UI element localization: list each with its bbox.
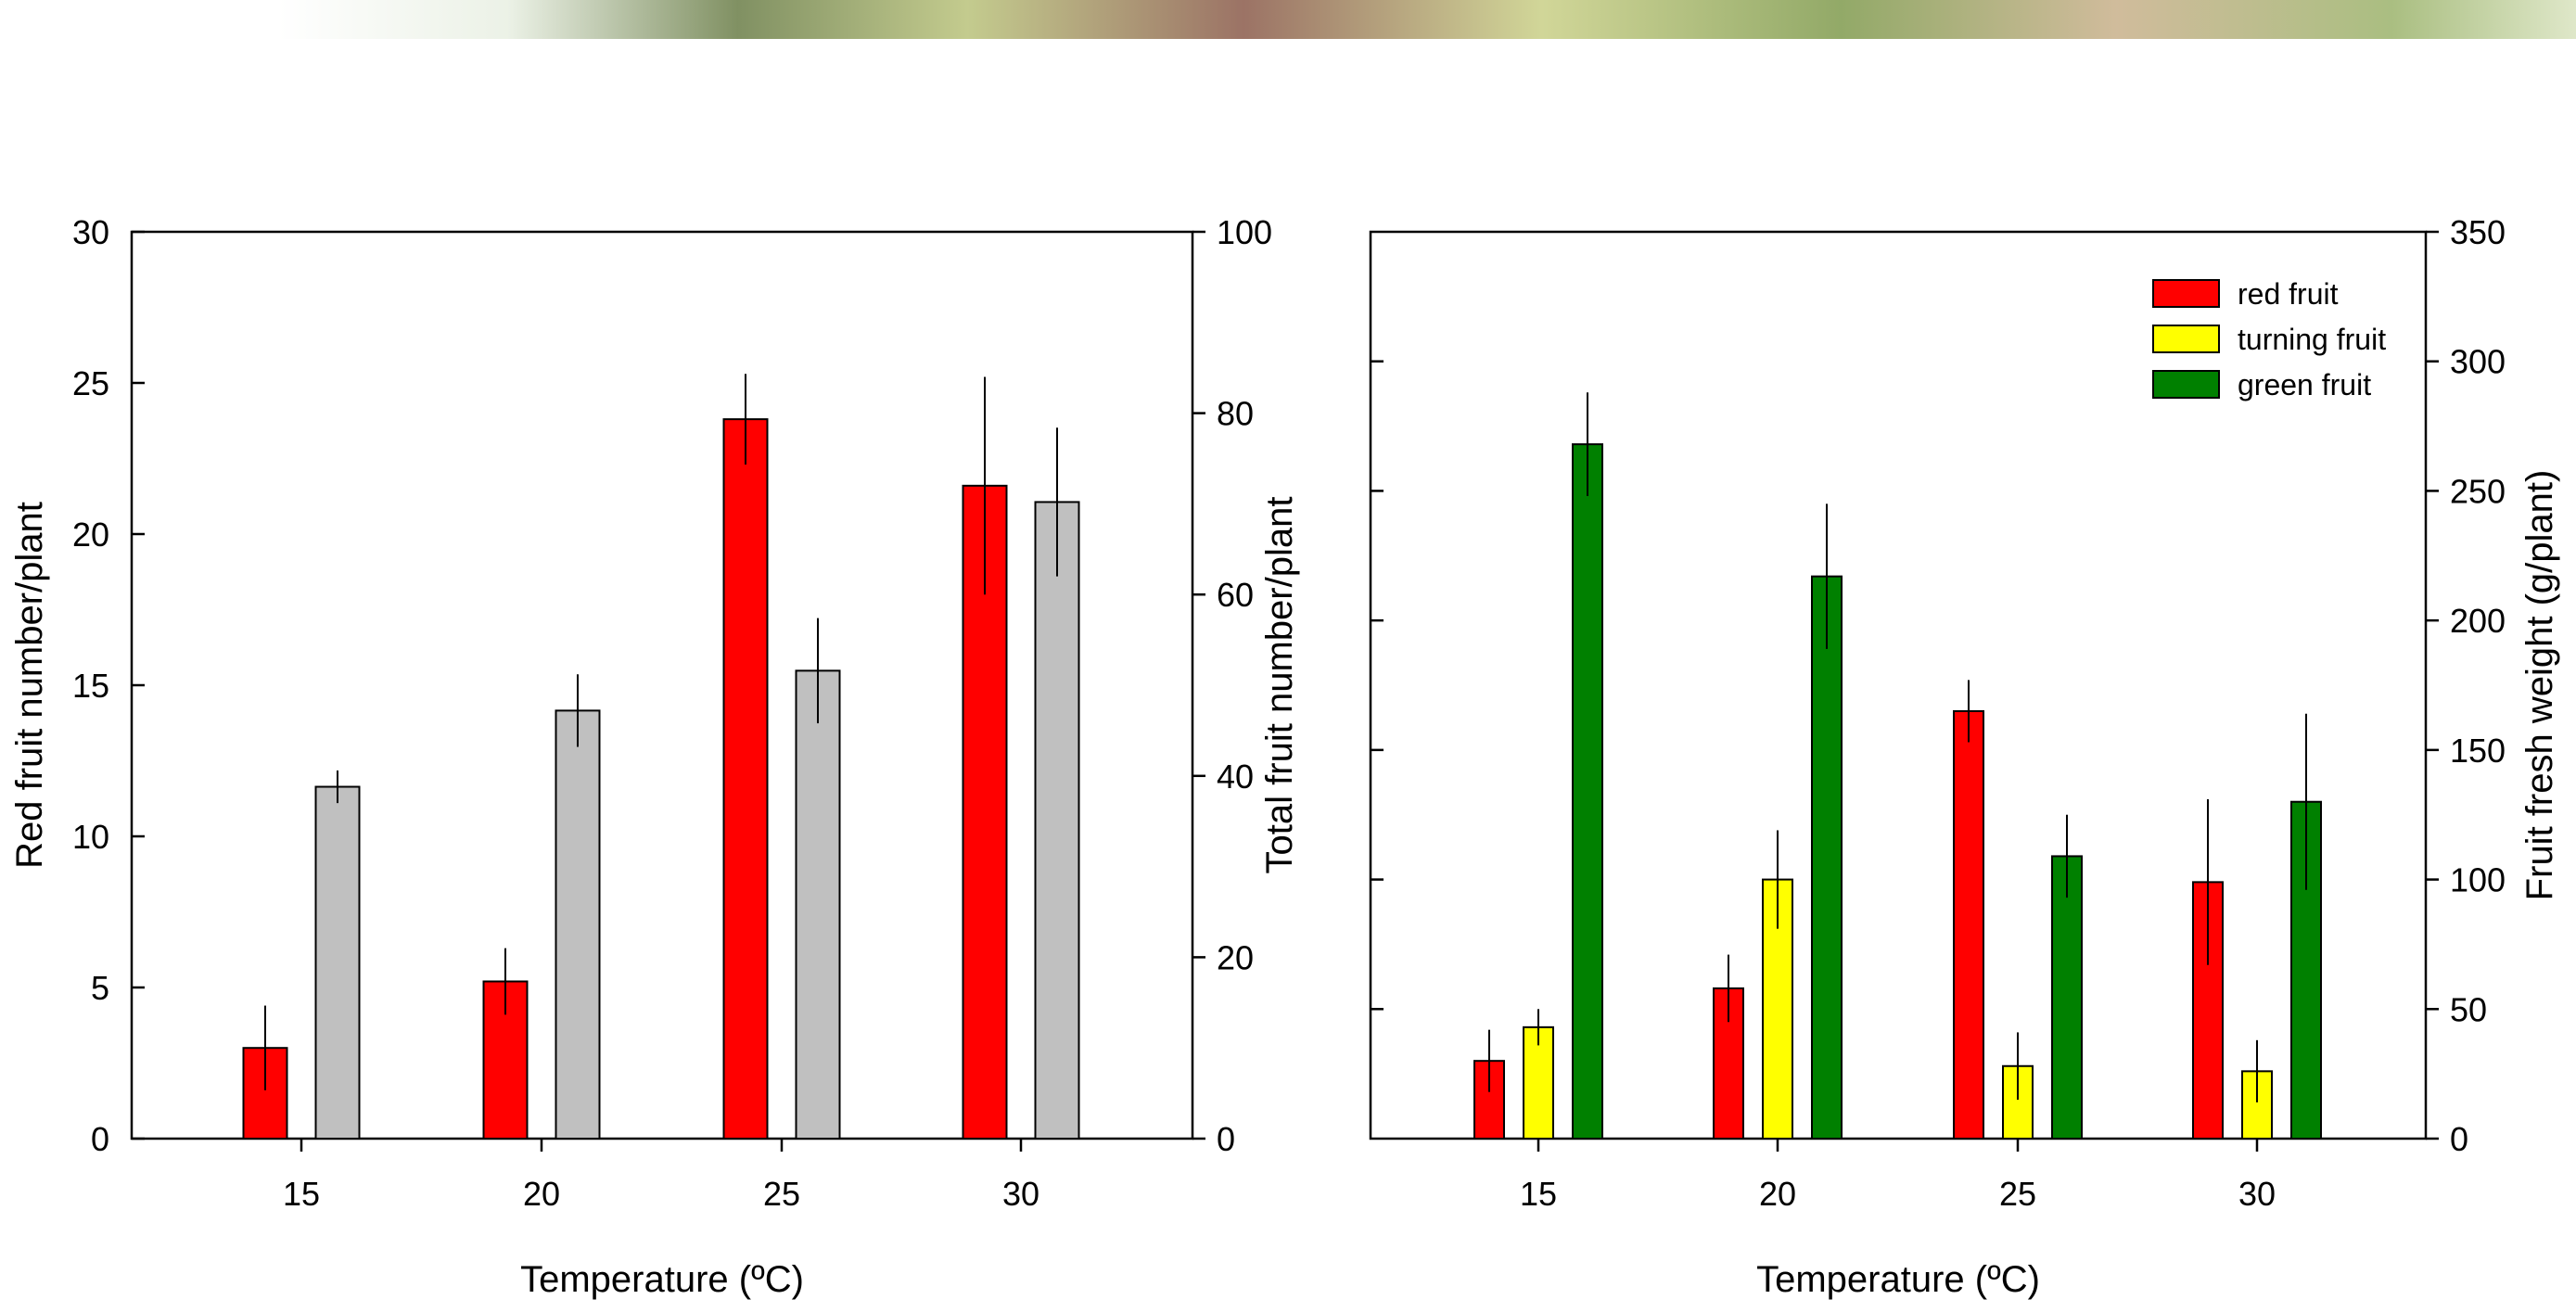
right-y-tick-label: 50 — [2450, 990, 2487, 1028]
legend-swatch — [2152, 370, 2220, 399]
right-bar — [1811, 575, 1843, 1140]
left-y-tick-label: 25 — [72, 364, 109, 402]
left-x-tick-label: 20 — [523, 1175, 560, 1213]
right-y-tick-label: 300 — [2450, 343, 2506, 381]
left-y2-tick-label: 20 — [1217, 938, 1254, 976]
left-y-tick-label: 5 — [91, 969, 109, 1007]
left-plot-frame — [130, 230, 1194, 1140]
right-y-axis-label: Fruit fresh weight (g/plant) — [2519, 470, 2560, 901]
right-y-tick-label: 100 — [2450, 861, 2506, 899]
left-bar — [1034, 501, 1080, 1140]
left-y2-tick-label: 80 — [1217, 395, 1254, 433]
photo-strip — [0, 0, 2576, 39]
legend-label: turning fruit — [2238, 323, 2386, 356]
left-y-tick-label: 0 — [91, 1120, 109, 1158]
left-y2-tick-label: 0 — [1217, 1120, 1235, 1158]
right-x-tick-label: 25 — [1999, 1175, 2036, 1213]
left-y2-tick-label: 60 — [1217, 576, 1254, 614]
right-bar — [1523, 1025, 1554, 1140]
right-bar — [1572, 443, 1603, 1140]
right-chart: 0 50 100 150 200 250 300 350 15 20 25 30 red fruit tu… — [1369, 213, 2560, 1300]
right-y-tick-label: 350 — [2450, 213, 2506, 251]
left-bar — [314, 785, 361, 1140]
left-chart: 0 5 10 15 20 25 30 0 20 40 60 80 100 15 20 25 30 Temperat… — [9, 213, 1300, 1300]
right-x-tick-label: 30 — [2238, 1175, 2276, 1213]
right-x-tick-label: 20 — [1759, 1175, 1796, 1213]
left-y-tick-label: 20 — [72, 516, 109, 554]
left-y-tick-label: 10 — [72, 818, 109, 856]
right-y-tick-label: 250 — [2450, 472, 2506, 510]
right-plot-frame — [1369, 230, 2428, 1140]
left-x-tick-label: 25 — [763, 1175, 800, 1213]
right-x-tick-label: 15 — [1520, 1175, 1557, 1213]
right-bar — [2051, 855, 2083, 1140]
legend-swatch — [2152, 325, 2220, 353]
right-y-tick-label: 200 — [2450, 602, 2506, 640]
right-x-axis-label: Temperature (ºC) — [1756, 1259, 2040, 1300]
legend: red fruit turning fruit green fruit — [2152, 277, 2386, 401]
left-x-axis-label: Temperature (ºC) — [520, 1259, 804, 1300]
legend-swatch — [2152, 279, 2220, 308]
left-y2-axis-label: Total fruit number/plant — [1259, 497, 1300, 874]
right-bar — [1953, 709, 1984, 1140]
left-bar — [555, 709, 601, 1140]
left-y-tick-label: 30 — [72, 213, 109, 251]
left-bar — [722, 418, 769, 1140]
left-y-axis-label: Red fruit number/plant — [9, 502, 50, 869]
left-y2-tick-label: 100 — [1217, 213, 1272, 251]
left-y-tick-label: 15 — [72, 667, 109, 705]
left-y2-tick-label: 40 — [1217, 758, 1254, 796]
right-y-tick-label: 0 — [2450, 1120, 2468, 1158]
right-y-tick-label: 150 — [2450, 732, 2506, 770]
left-bar — [795, 669, 841, 1140]
legend-label: red fruit — [2238, 277, 2339, 311]
photo-strip-graphic — [278, 0, 2576, 39]
left-x-tick-label: 15 — [283, 1175, 320, 1213]
legend-label: green fruit — [2238, 368, 2371, 401]
left-x-tick-label: 30 — [1002, 1175, 1039, 1213]
